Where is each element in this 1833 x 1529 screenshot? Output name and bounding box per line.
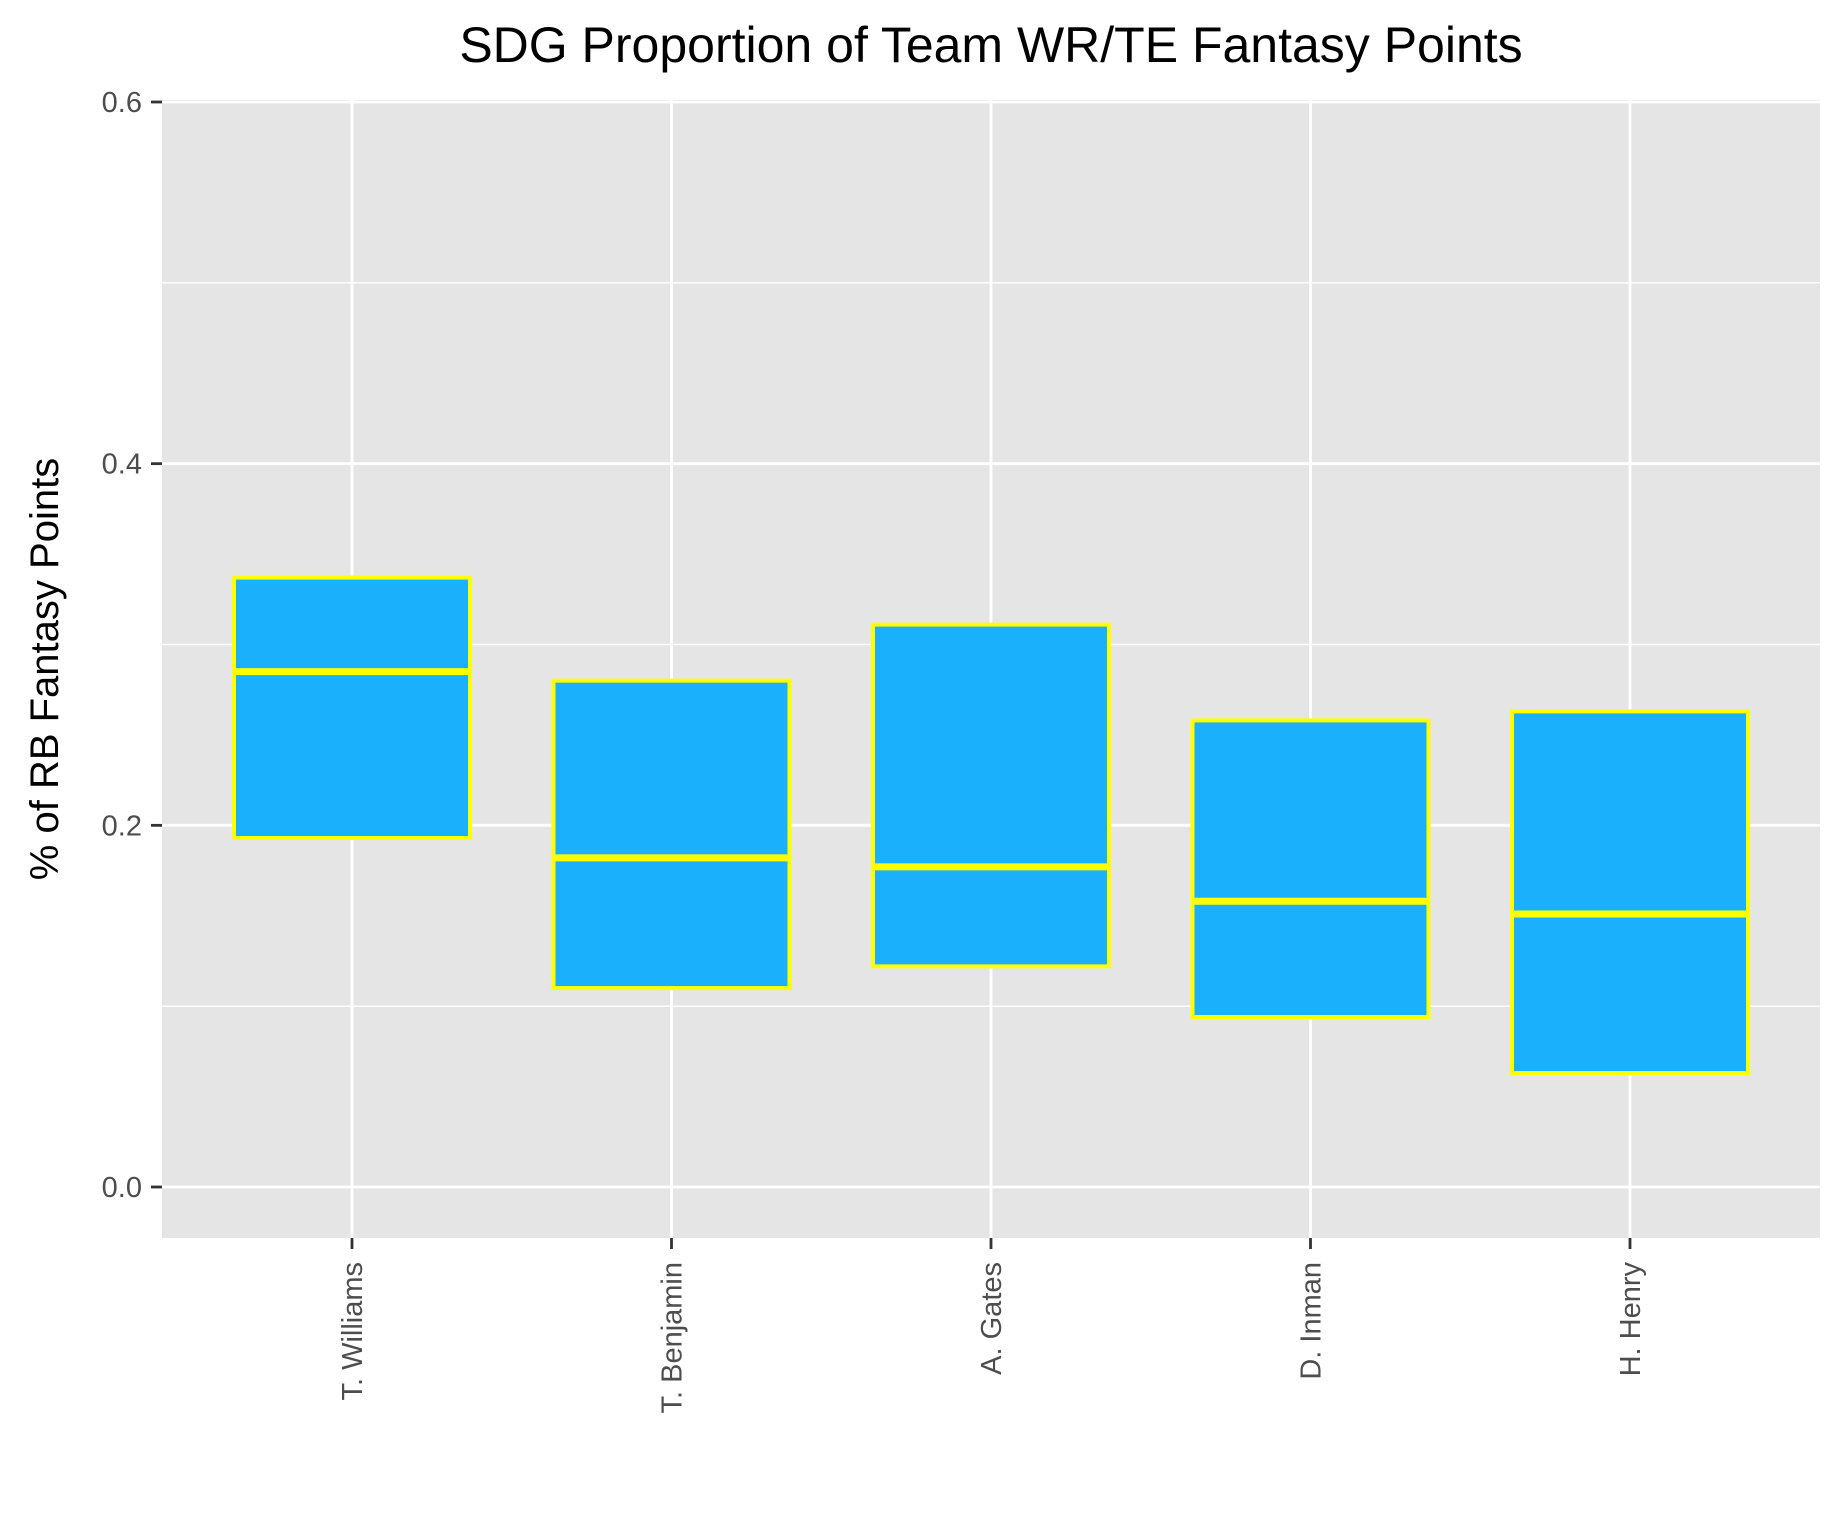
box-body (234, 578, 470, 838)
y-tick-label: 0.6 (102, 87, 142, 119)
box-body (873, 625, 1109, 967)
box-5 (1512, 711, 1748, 1073)
box-body (1193, 720, 1429, 1017)
x-tick-label: T. Williams (337, 1262, 369, 1401)
x-tick-label: T. Benjamin (657, 1262, 689, 1414)
y-axis-label: % of RB Fantasy Points (23, 458, 67, 880)
box-body (1512, 711, 1748, 1073)
y-tick-label: 0.0 (102, 1172, 142, 1204)
box-body (554, 681, 790, 988)
box-4 (1193, 720, 1429, 1017)
x-tick-label: H. Henry (1615, 1262, 1647, 1377)
box-3 (873, 625, 1109, 967)
box-1 (234, 578, 470, 838)
x-tick-label: A. Gates (976, 1262, 1008, 1375)
y-tick-label: 0.4 (102, 449, 142, 481)
y-tick-label: 0.2 (102, 810, 142, 842)
box-2 (554, 681, 790, 988)
x-tick-label: D. Inman (1296, 1262, 1328, 1380)
chart-title: SDG Proportion of Team WR/TE Fantasy Poi… (459, 17, 1522, 73)
